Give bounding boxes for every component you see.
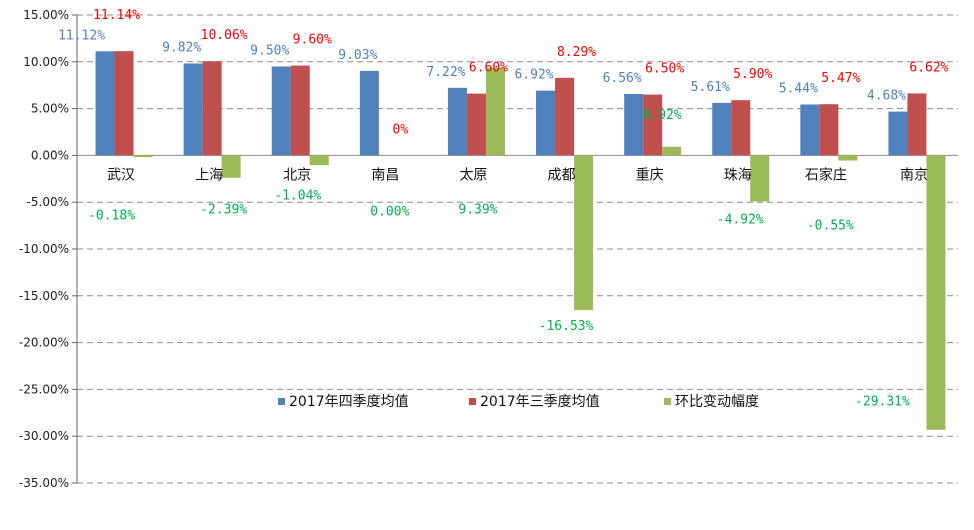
data-label-1-0: 11.14% <box>93 8 140 23</box>
data-label-2-0: -0.18% <box>88 208 135 223</box>
data-label-2-5: -16.53% <box>539 319 594 334</box>
data-label-0-7: 5.61% <box>691 80 730 95</box>
bar-0-3 <box>359 70 379 156</box>
data-label-2-8: -0.55% <box>807 218 854 233</box>
y-tick-label: -25.00% <box>19 382 69 396</box>
bar-1-4 <box>466 93 486 156</box>
data-label-1-6: 6.50% <box>645 62 684 77</box>
bar-2-1 <box>221 155 241 178</box>
category-label: 太原 <box>459 167 487 183</box>
data-label-1-4: 6.60% <box>469 61 508 76</box>
bar-0-7 <box>712 102 732 156</box>
category-label: 上海 <box>195 167 223 183</box>
bar-0-6 <box>624 93 644 156</box>
data-label-1-7: 5.90% <box>733 67 772 82</box>
legend-label-0: 2017年四季度均值 <box>289 394 409 410</box>
bar-2-9 <box>926 155 946 430</box>
data-label-0-4: 7.22% <box>426 65 465 80</box>
category-label: 石家庄 <box>805 166 847 183</box>
bar-1-8 <box>819 104 839 156</box>
y-tick-label: -30.00% <box>19 429 69 443</box>
data-label-0-0: 11.12% <box>58 28 105 43</box>
data-label-2-3: 0.00% <box>370 204 409 219</box>
category-label: 北京 <box>283 167 311 183</box>
data-labels: 11.12% 11.14% -0.18% 9.82%10.06% -2.39% 9.50%… <box>58 8 949 410</box>
data-label-1-8: 5.47% <box>821 71 860 86</box>
category-labels: 武汉 上海 北京 南昌 太原 成都 重庆 珠海 石家庄 南京 <box>107 166 928 183</box>
category-label: 珠海 <box>724 167 752 183</box>
bar-1-2 <box>290 65 310 156</box>
data-label-1-3: 0% <box>393 122 409 137</box>
y-tick-label: -15.00% <box>19 289 69 303</box>
data-label-2-2: -1.04% <box>274 188 321 203</box>
data-label-2-4: 9.39% <box>458 202 497 217</box>
bar-1-7 <box>731 100 751 156</box>
data-label-0-2: 9.50% <box>250 43 289 58</box>
category-label: 南昌 <box>371 167 399 183</box>
y-tick-label: 15.00% <box>23 8 69 22</box>
legend: 2017年四季度均值 2017年三季度均值 环比变动幅度 <box>278 394 759 410</box>
bar-2-6 <box>662 146 682 156</box>
data-label-0-3: 9.03% <box>338 48 377 63</box>
data-label-0-5: 6.92% <box>514 68 553 83</box>
category-label: 成都 <box>548 167 576 183</box>
legend-swatch-2 <box>664 398 671 405</box>
bar-1-0 <box>114 51 134 156</box>
bar-1-1 <box>202 61 222 156</box>
bar-1-5 <box>555 77 575 156</box>
bar-1-9 <box>907 93 927 156</box>
category-label: 武汉 <box>107 167 135 183</box>
bar-2-2 <box>309 155 329 166</box>
bar-0-5 <box>536 90 556 156</box>
y-tick-label: -10.00% <box>19 242 69 256</box>
y-tick-label: 10.00% <box>23 55 69 69</box>
bars <box>95 51 946 430</box>
bar-0-9 <box>888 111 908 156</box>
bar-0-4 <box>447 87 467 156</box>
y-tick-label: -5.00% <box>27 195 69 209</box>
y-tick-label: -35.00% <box>19 476 69 490</box>
data-label-0-8: 5.44% <box>779 81 818 96</box>
data-label-2-7: -4.92% <box>717 212 764 227</box>
data-label-1-2: 9.60% <box>293 33 332 48</box>
data-label-1-1: 10.06% <box>201 28 248 43</box>
data-label-0-6: 6.56% <box>603 71 642 86</box>
data-label-1-9: 6.62% <box>909 60 948 75</box>
bar-2-8 <box>838 155 858 161</box>
data-label-0-1: 9.82% <box>162 40 201 55</box>
bar-2-0 <box>133 155 153 158</box>
bar-2-7 <box>750 155 770 202</box>
y-tick-label: -20.00% <box>19 336 69 350</box>
y-axis: 15.00% 10.00% 5.00% 0.00% -5.00% -10.00% -15.0… <box>19 8 78 490</box>
data-label-2-1: -2.39% <box>200 202 247 217</box>
category-label: 南京 <box>900 167 928 183</box>
y-tick-label: 5.00% <box>31 102 69 116</box>
legend-label-1: 2017年三季度均值 <box>480 394 600 410</box>
legend-label-2: 环比变动幅度 <box>675 394 759 410</box>
data-label-2-9: -29.31% <box>855 395 910 410</box>
bar-0-8 <box>800 104 820 156</box>
bar-1-6 <box>643 94 663 156</box>
bar-0-0 <box>95 51 115 156</box>
bar-2-4 <box>485 67 505 156</box>
data-label-2-6: 0.92% <box>643 108 682 123</box>
bar-2-5 <box>574 155 594 311</box>
legend-swatch-0 <box>278 398 285 405</box>
y-tick-label: 0.00% <box>31 148 69 162</box>
category-label: 重庆 <box>636 167 664 183</box>
data-label-1-5: 8.29% <box>557 45 596 60</box>
bar-0-2 <box>271 66 291 156</box>
legend-swatch-1 <box>469 398 476 405</box>
data-label-0-9: 4.68% <box>867 89 906 104</box>
bar-0-1 <box>183 63 203 156</box>
